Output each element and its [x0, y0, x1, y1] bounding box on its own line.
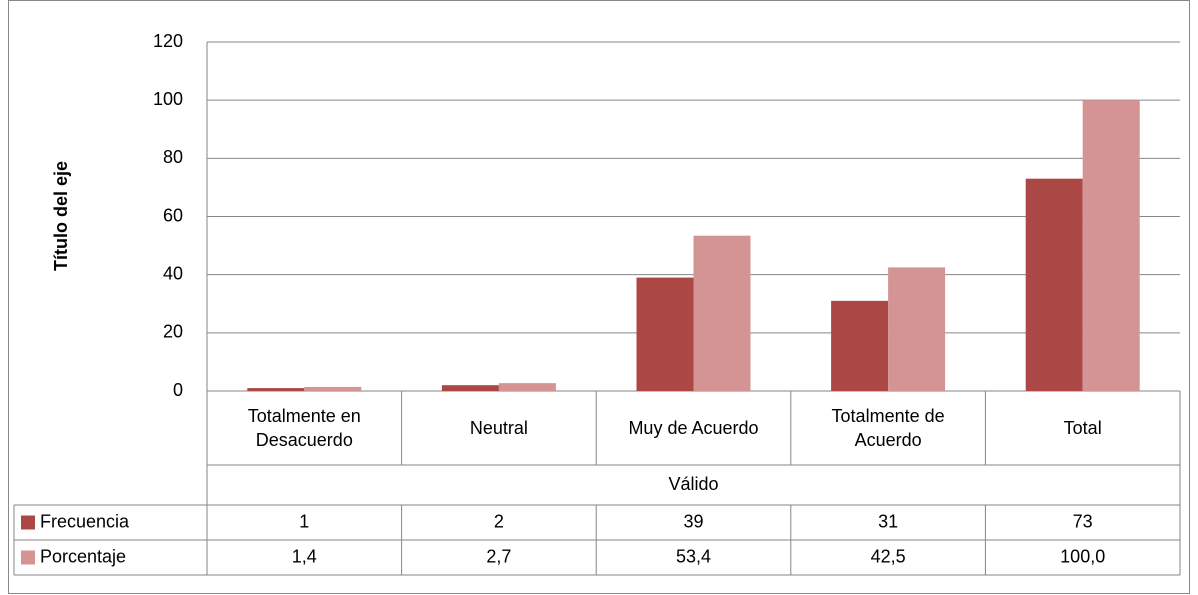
bar: [247, 388, 305, 391]
x-tick-label: Muy de Acuerdo: [628, 418, 759, 438]
table-value: 1,4: [292, 546, 317, 566]
x-tick-label: Totalmente de Acuerdo: [831, 406, 945, 450]
y-tick-label: 20: [163, 322, 183, 342]
legend-label: Porcentaje: [40, 546, 126, 566]
table-value: 73: [1073, 511, 1093, 531]
bar: [693, 235, 751, 391]
bar: [831, 300, 889, 391]
x-tick-label-box: Neutral: [469, 418, 528, 438]
group-label: Válido: [668, 474, 718, 494]
table-value: 31: [878, 511, 898, 531]
x-tick-label: Total: [1063, 418, 1102, 438]
table-value: 2: [494, 511, 504, 531]
table-value: 53,4: [676, 546, 711, 566]
legend-swatch: [21, 550, 35, 565]
y-tick-label: 60: [163, 205, 183, 225]
y-tick-label: 120: [153, 31, 183, 51]
table-value: 39: [683, 511, 703, 531]
bar: [304, 386, 362, 391]
bar: [636, 277, 694, 391]
y-tick-label: 80: [163, 147, 183, 167]
table-value: 1: [299, 511, 309, 531]
chart-border: [8, 0, 1190, 594]
bar: [888, 267, 946, 391]
legend-label: Frecuencia: [40, 511, 130, 531]
table-value: 100,0: [1060, 546, 1105, 566]
bar: [1082, 100, 1140, 392]
x-tick-label: Totalmente en Desacuerdo: [247, 406, 361, 450]
bar: [498, 383, 556, 391]
bar: [1025, 178, 1083, 391]
table-value: 42,5: [871, 546, 906, 566]
x-tick-label-box: Total: [1063, 418, 1102, 438]
legend-swatch: [21, 515, 35, 530]
y-tick-label: 100: [153, 89, 183, 109]
y-tick-label: 0: [173, 380, 183, 400]
y-tick-label: 40: [163, 263, 183, 283]
bar: [441, 385, 499, 391]
x-tick-label: Neutral: [469, 418, 528, 438]
x-tick-label-box: Totalmente de Acuerdo: [831, 406, 945, 450]
x-tick-label-box: Muy de Acuerdo: [628, 418, 759, 438]
table-value: 2,7: [486, 546, 511, 566]
y-axis-title: Título del eje: [51, 161, 71, 271]
x-tick-label-box: Totalmente en Desacuerdo: [247, 406, 361, 450]
